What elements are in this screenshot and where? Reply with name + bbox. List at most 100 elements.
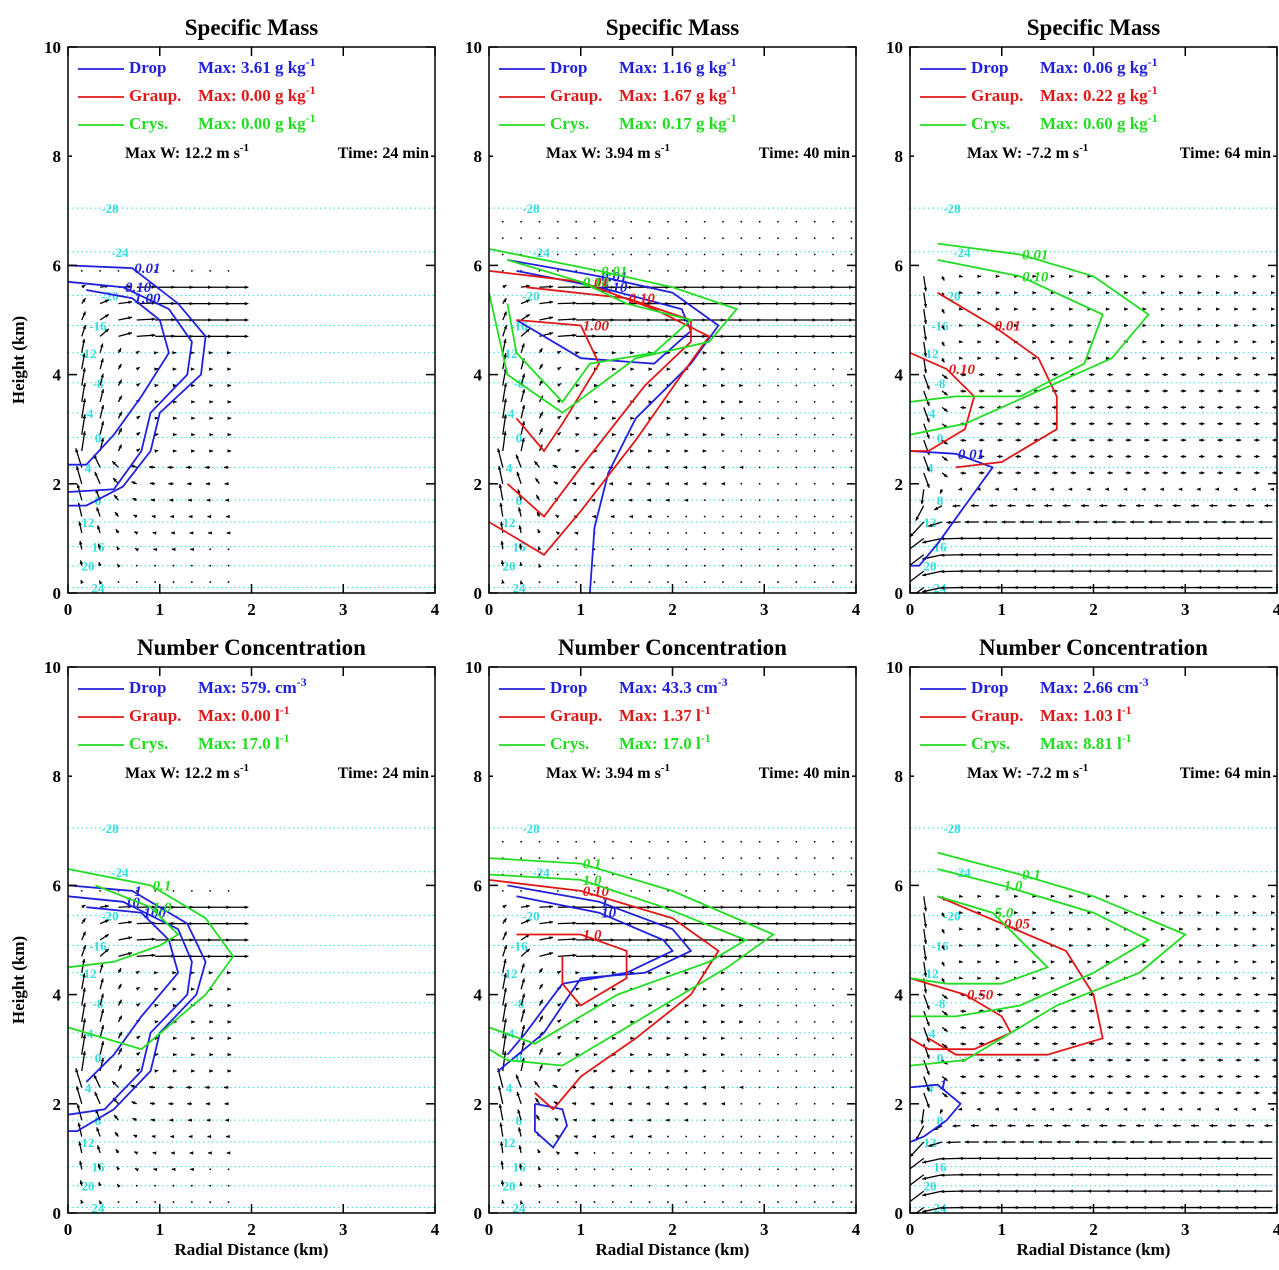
isotherm-label: -8 (935, 996, 946, 1011)
wind-vector (758, 889, 761, 892)
wind-vector (575, 1168, 578, 1171)
wind-vector-head (571, 1085, 576, 1089)
wind-vector (795, 564, 798, 567)
wind-vector-head (1142, 910, 1147, 915)
legend-max: Max: 17.0 l-1 (198, 731, 290, 753)
wind-vector-head (1142, 290, 1147, 295)
contour-label: 1.0 (583, 873, 602, 889)
wind-vector-head (1200, 405, 1205, 410)
wind-vector-head (1197, 585, 1202, 590)
wind-vector-head (1014, 910, 1018, 915)
wind-vector (520, 889, 523, 892)
wind-vector-head (1072, 1091, 1077, 1095)
contour-label: 1.0 (583, 928, 602, 944)
wind-vector-head (209, 449, 213, 453)
wind-vector-head (556, 351, 561, 355)
wind-vector-head (1017, 405, 1022, 410)
wind-vector-head (500, 1160, 504, 1165)
wind-vector (850, 1086, 853, 1089)
wind-vector-head (983, 1140, 987, 1144)
contour-graupel (910, 351, 976, 452)
wind-vector-head (1197, 943, 1202, 948)
wind-vector-head (104, 934, 109, 938)
wind-vector (648, 889, 651, 892)
wind-vector-head (1270, 1107, 1275, 1111)
wind-vector-head (521, 389, 526, 394)
wind-vector (758, 988, 761, 991)
wind-vector-head (721, 383, 725, 388)
wind-vector-head (575, 1036, 580, 1041)
wind-vector (813, 1004, 816, 1007)
wind-vector-head (525, 299, 530, 304)
x-tick-label: 3 (339, 1220, 348, 1239)
wind-vector (795, 269, 798, 272)
wind-vector-head (1255, 1058, 1260, 1062)
wind-vector-head (868, 938, 872, 941)
wind-vector-head (1182, 1009, 1187, 1013)
wind-vector (777, 1135, 779, 1138)
wind-vector-head (191, 383, 195, 388)
contour-label: 1 (601, 895, 609, 911)
wind-vector (685, 237, 688, 240)
wind-vector-head (868, 286, 872, 289)
wind-vector-head (189, 285, 194, 289)
wind-vector-head (910, 1153, 914, 1157)
wind-vector (593, 1168, 596, 1171)
wind-vector-head (80, 579, 84, 584)
wind-vector-head (1237, 372, 1242, 377)
wind-vector-head (647, 301, 652, 306)
wind-vector-head (1087, 536, 1092, 541)
wind-vector-head (539, 428, 543, 433)
wind-vector-head (592, 905, 596, 909)
wind-vector-head (1127, 1091, 1132, 1095)
wind-vector-head (702, 318, 707, 322)
wind-vector-head (188, 514, 193, 519)
isotherm-label: -12 (79, 346, 96, 361)
wind-vector-head (593, 432, 598, 437)
wind-vector-head (1271, 927, 1275, 931)
x-tick-label: 1 (577, 600, 586, 619)
wind-vector-head (1093, 1140, 1098, 1144)
wind-vector-head (1221, 520, 1226, 524)
wind-vector-head (1109, 389, 1113, 393)
wind-vector-head (1017, 389, 1022, 393)
wind-vector-head (1124, 585, 1128, 590)
legend-name: Crys. (971, 114, 1010, 133)
wind-vector-head (1160, 307, 1165, 311)
wind-vector-head (1050, 487, 1054, 491)
wind-vector-head (1215, 323, 1220, 328)
x-tick-label: 3 (1181, 1220, 1190, 1239)
y-tick-label: 8 (895, 767, 904, 786)
wind-vector-head (1090, 1074, 1095, 1079)
wind-vector-head (100, 343, 104, 348)
wind-vector-head (96, 1127, 100, 1132)
wind-vector-head (794, 318, 798, 322)
wind-vector (740, 1152, 743, 1154)
x-tick-label: 2 (1089, 1220, 1098, 1239)
wind-vector (777, 1021, 779, 1023)
wind-vector-head (1069, 943, 1073, 948)
x-axis-label: Radial Distance (km) (596, 1240, 750, 1259)
wind-vector-head (958, 1107, 963, 1111)
wind-vector-head (630, 416, 634, 421)
wind-vector (722, 548, 724, 551)
wind-vector (703, 1201, 706, 1203)
wind-vector-head (1069, 976, 1073, 980)
contour-label: 0.50 (967, 988, 994, 1004)
wind-vector-head (1264, 1123, 1269, 1128)
wind-vector-head (556, 1068, 561, 1073)
wind-vector-head (926, 467, 930, 472)
wind-vector-head (149, 1085, 153, 1089)
wind-vector (850, 417, 853, 420)
wind-vector-head (958, 927, 963, 931)
wind-vector-head (118, 1048, 122, 1053)
wind-vector (758, 1119, 761, 1122)
wind-vector-head (574, 1151, 579, 1156)
wind-vector-head (1044, 1123, 1048, 1128)
wind-vector-head (1087, 1189, 1092, 1193)
wind-vector (630, 889, 633, 892)
legend-max: Max: 1.37 l-1 (619, 703, 711, 725)
wind-vector-head (1200, 372, 1205, 377)
wind-vector-head (553, 1101, 558, 1105)
wind-vector-head (227, 449, 232, 453)
